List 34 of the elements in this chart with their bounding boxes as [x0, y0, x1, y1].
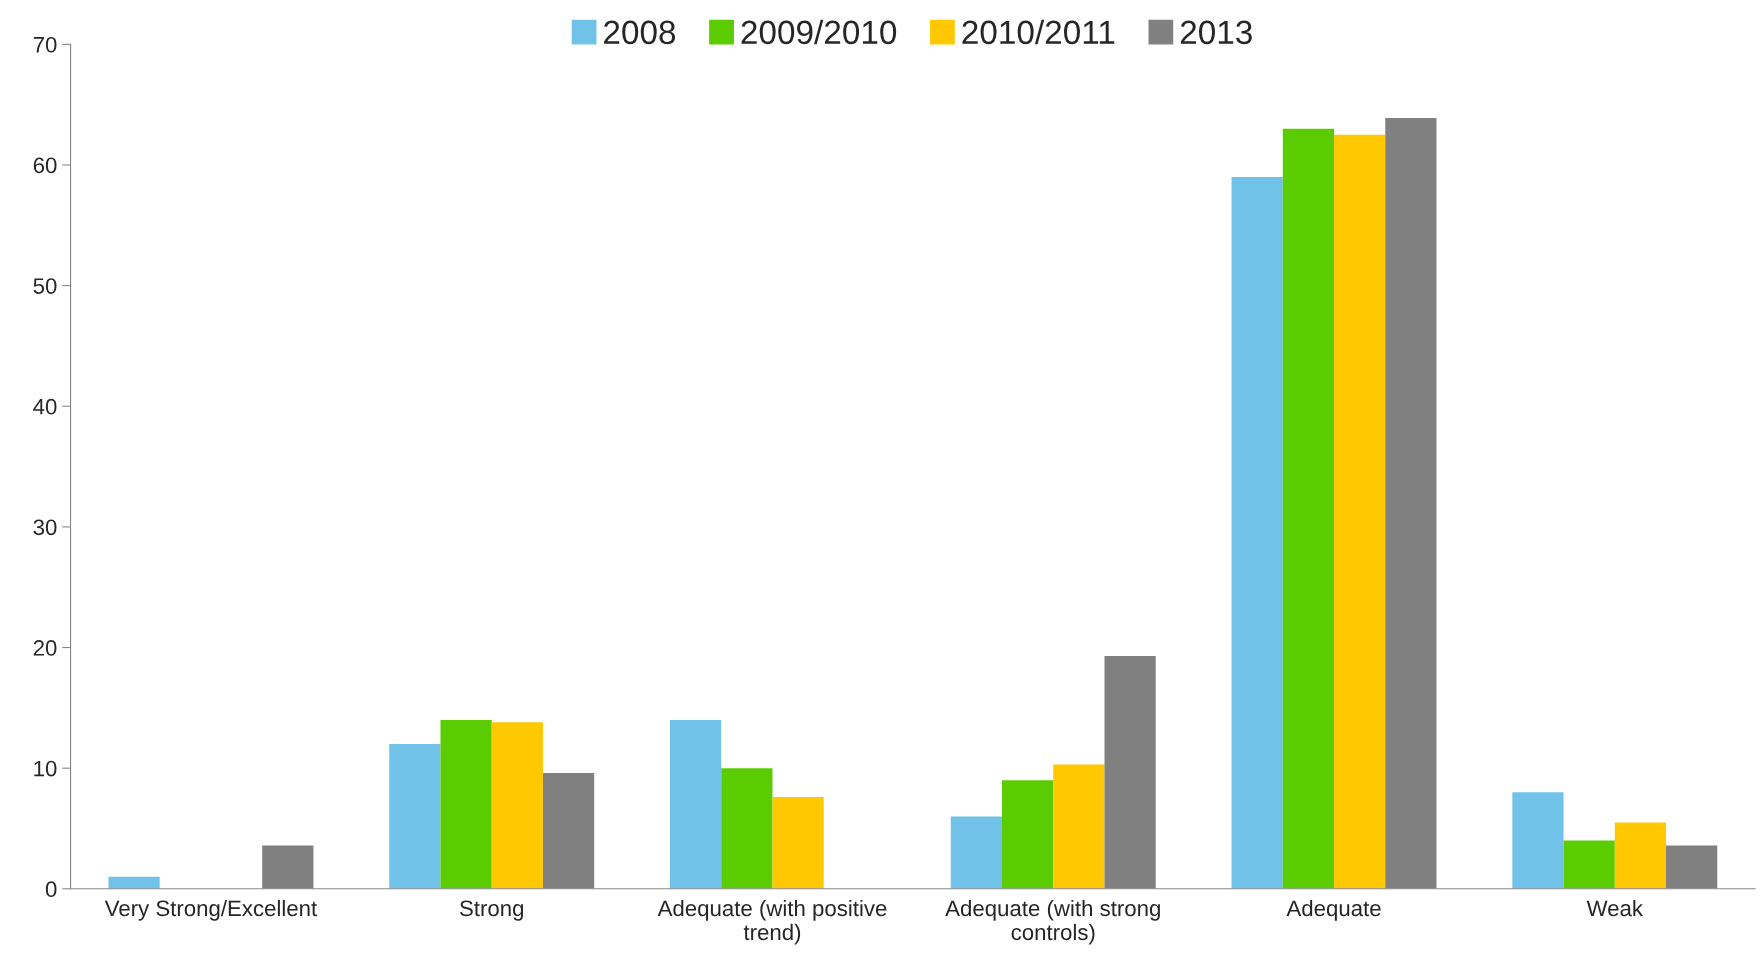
- x-tick-label: Strong: [459, 900, 524, 921]
- bar: [670, 719, 722, 889]
- bar: [1053, 764, 1105, 889]
- y-tick-label: 0: [45, 881, 57, 898]
- bar: [1563, 840, 1615, 889]
- bar: [1002, 780, 1054, 889]
- x-tick-label: Adequate (with positive trend): [657, 899, 887, 945]
- y-tick-label: 70: [33, 36, 57, 53]
- bar: [1282, 128, 1335, 889]
- legend-label: 2008: [604, 20, 676, 45]
- x-tick-label: Adequate (with strong controls): [945, 899, 1160, 945]
- bar: [1614, 822, 1667, 889]
- legend-label: 2009/2010: [741, 19, 897, 45]
- bar: [1231, 177, 1283, 889]
- bar: [440, 719, 492, 889]
- bar: [1512, 792, 1564, 889]
- y-tick-label: 10: [34, 760, 57, 777]
- bar: [950, 816, 1003, 889]
- x-tick-label: Very Strong/Excellent: [104, 899, 318, 921]
- y-tick-label: 40: [33, 398, 57, 415]
- bar: [389, 744, 441, 889]
- bar: [1334, 134, 1386, 889]
- x-tick-label: Weak: [1586, 899, 1644, 917]
- legend-label: 2013: [1180, 20, 1252, 45]
- bar: [491, 722, 543, 889]
- bar: [108, 876, 160, 889]
- y-tick-label: 20: [33, 640, 57, 656]
- bar: [772, 797, 824, 889]
- y-tick-label: 50: [33, 278, 57, 294]
- legend-label: 2010/2011: [962, 19, 1115, 45]
- y-tick-label: 30: [33, 519, 57, 536]
- y-tick-label: 60: [33, 157, 57, 174]
- bar: [721, 768, 773, 889]
- x-tick-label: Adequate: [1286, 899, 1381, 921]
